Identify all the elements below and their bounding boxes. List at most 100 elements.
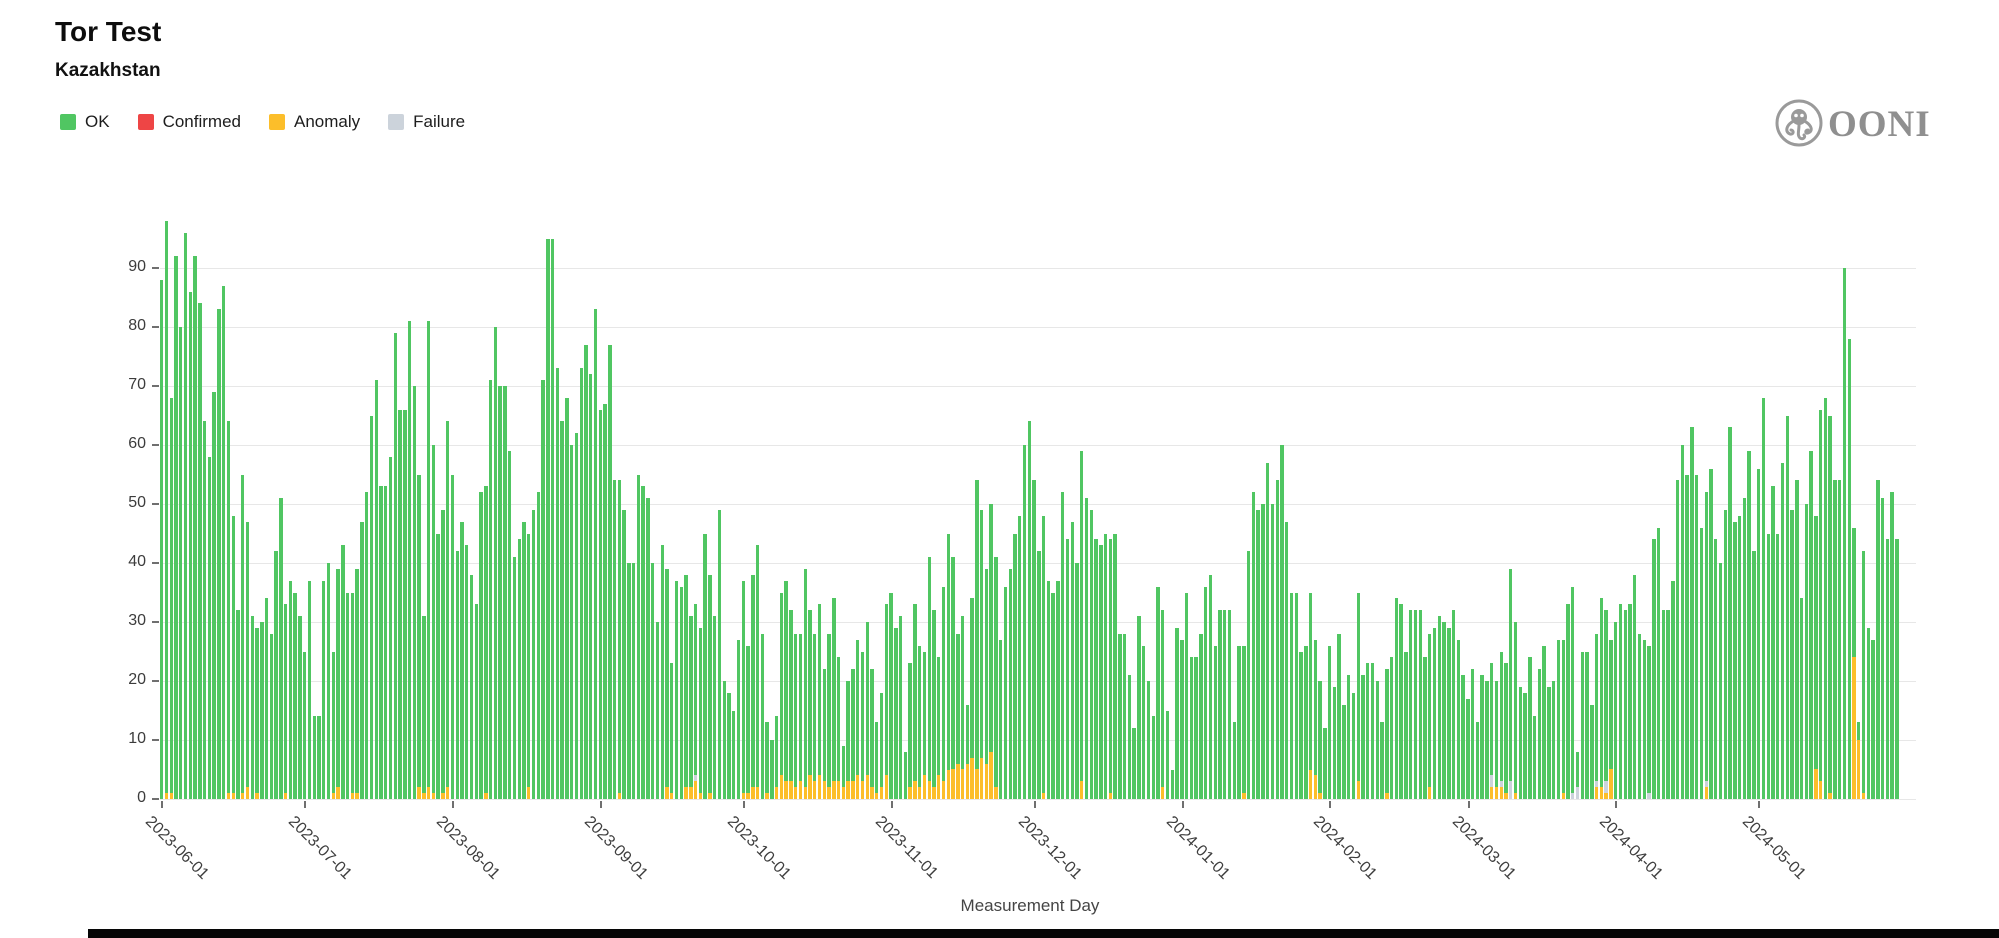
bar[interactable]: [565, 397, 569, 799]
bar[interactable]: [736, 639, 741, 799]
bar[interactable]: [231, 515, 235, 799]
bar[interactable]: [202, 421, 207, 799]
bar[interactable]: [1423, 657, 1427, 799]
bar[interactable]: [1461, 675, 1465, 799]
bar[interactable]: [1718, 563, 1723, 799]
bar[interactable]: [655, 622, 660, 799]
bar[interactable]: [932, 610, 936, 799]
bar[interactable]: [822, 669, 827, 799]
bar[interactable]: [1470, 669, 1475, 799]
bar[interactable]: [1389, 657, 1394, 799]
bar[interactable]: [1833, 480, 1837, 799]
bar[interactable]: [407, 321, 412, 799]
bar[interactable]: [965, 704, 970, 799]
bar[interactable]: [1342, 704, 1346, 799]
bar[interactable]: [364, 492, 369, 799]
bar[interactable]: [770, 740, 774, 799]
bar[interactable]: [717, 509, 722, 799]
bar[interactable]: [708, 574, 712, 799]
bar[interactable]: [455, 551, 459, 799]
bar[interactable]: [531, 509, 536, 799]
bar[interactable]: [460, 521, 464, 799]
bar[interactable]: [1823, 397, 1828, 799]
bar[interactable]: [183, 232, 188, 799]
bar[interactable]: [1008, 568, 1012, 799]
bar[interactable]: [1122, 633, 1127, 799]
bar[interactable]: [1246, 551, 1251, 799]
bar[interactable]: [1609, 639, 1613, 799]
bar[interactable]: [870, 669, 874, 799]
bar[interactable]: [1242, 645, 1246, 799]
bar[interactable]: [951, 557, 955, 799]
bar[interactable]: [1585, 651, 1589, 799]
bar[interactable]: [1065, 539, 1070, 799]
bar[interactable]: [1151, 716, 1155, 799]
bar[interactable]: [1094, 539, 1098, 799]
bar[interactable]: [1399, 604, 1403, 799]
bar[interactable]: [732, 710, 736, 799]
bar[interactable]: [1709, 468, 1713, 799]
bar[interactable]: [1857, 722, 1861, 799]
bar[interactable]: [1494, 681, 1499, 799]
bar[interactable]: [760, 633, 765, 799]
bar[interactable]: [860, 651, 865, 800]
bar[interactable]: [1127, 675, 1132, 799]
bar[interactable]: [1285, 521, 1289, 799]
bar[interactable]: [307, 580, 312, 799]
bar[interactable]: [493, 327, 498, 799]
bar[interactable]: [612, 480, 617, 799]
bar[interactable]: [303, 651, 307, 799]
bar[interactable]: [1795, 480, 1799, 799]
bar[interactable]: [784, 580, 788, 799]
bar[interactable]: [469, 574, 474, 799]
bar[interactable]: [474, 604, 479, 799]
bar[interactable]: [1428, 633, 1432, 799]
bar[interactable]: [293, 592, 297, 799]
bar[interactable]: [808, 610, 812, 799]
bar[interactable]: [641, 486, 645, 799]
bar[interactable]: [1804, 504, 1809, 799]
bar[interactable]: [1194, 657, 1198, 799]
bar[interactable]: [336, 568, 340, 799]
bar[interactable]: [1227, 610, 1232, 799]
bar[interactable]: [674, 580, 679, 799]
bar[interactable]: [722, 681, 726, 799]
bar[interactable]: [751, 574, 755, 799]
bar[interactable]: [298, 616, 302, 799]
bar[interactable]: [207, 456, 212, 799]
bar[interactable]: [1375, 681, 1379, 799]
bar[interactable]: [1451, 610, 1456, 799]
bar[interactable]: [1652, 539, 1656, 799]
bar[interactable]: [360, 521, 364, 799]
bar[interactable]: [488, 380, 493, 799]
bar[interactable]: [436, 533, 440, 799]
bar[interactable]: [865, 622, 869, 799]
ooni-logo[interactable]: OONI: [1772, 94, 1942, 152]
bar[interactable]: [1261, 504, 1265, 799]
bar[interactable]: [1780, 462, 1785, 799]
bar[interactable]: [774, 716, 779, 799]
bar[interactable]: [1103, 533, 1108, 799]
bar[interactable]: [1070, 521, 1074, 799]
bar[interactable]: [670, 663, 674, 799]
bar[interactable]: [1695, 474, 1699, 799]
bar[interactable]: [484, 486, 488, 799]
bar[interactable]: [221, 285, 226, 799]
bar[interactable]: [355, 568, 359, 799]
bar[interactable]: [1184, 592, 1189, 799]
bar[interactable]: [941, 586, 946, 799]
bar[interactable]: [322, 580, 326, 799]
bar[interactable]: [512, 557, 517, 799]
bar[interactable]: [1752, 551, 1756, 799]
bar[interactable]: [317, 716, 321, 799]
bar[interactable]: [245, 521, 250, 799]
bar[interactable]: [851, 669, 855, 799]
bar[interactable]: [1299, 651, 1303, 799]
bar[interactable]: [879, 692, 884, 799]
bar[interactable]: [503, 386, 507, 799]
bar[interactable]: [1509, 568, 1513, 799]
bar[interactable]: [1866, 627, 1871, 799]
bar[interactable]: [1037, 551, 1041, 799]
bar[interactable]: [703, 533, 707, 799]
bar[interactable]: [1575, 751, 1580, 799]
